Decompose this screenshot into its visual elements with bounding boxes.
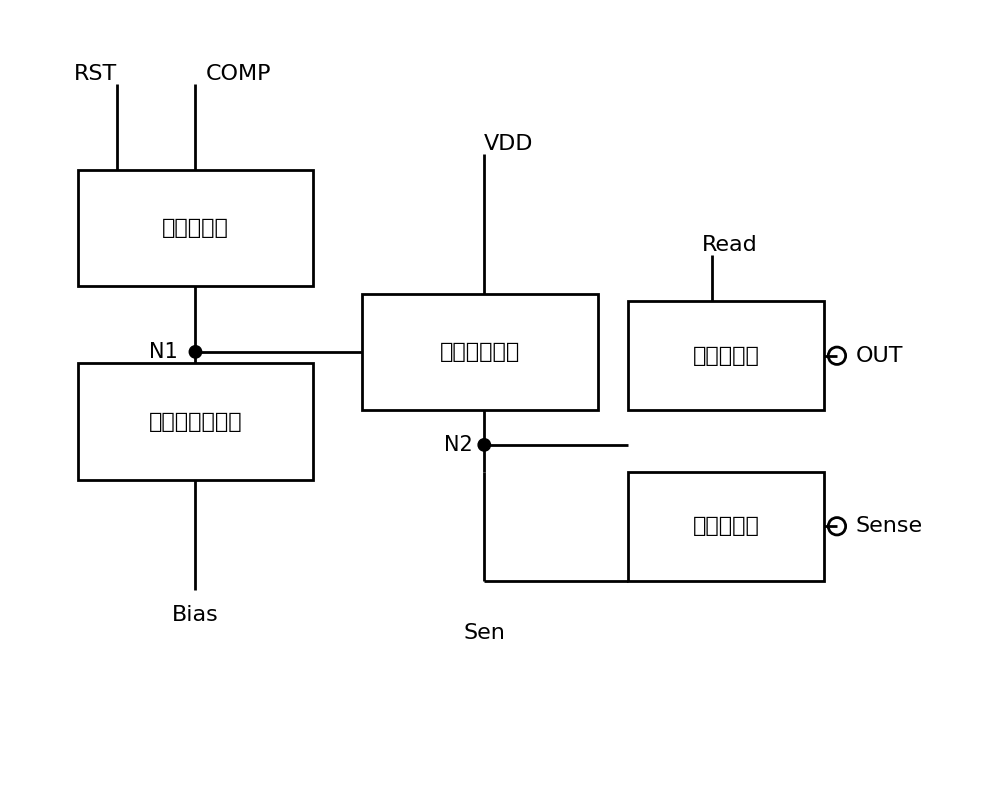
Bar [628,472,824,581]
Bar [628,301,824,410]
Bar [362,294,598,410]
Bar [78,170,313,286]
Text: Bias: Bias [172,605,219,626]
Circle shape [189,346,202,358]
Text: 源跟随子电路: 源跟随子电路 [440,342,520,362]
Text: 光电转换子电路: 光电转换子电路 [149,412,242,432]
Bar [78,364,313,480]
Text: RST: RST [74,65,117,84]
Text: 复位子电路: 复位子电路 [162,218,229,237]
Text: COMP: COMP [205,65,271,84]
Text: N1: N1 [149,342,178,362]
Circle shape [478,439,490,451]
Text: VDD: VDD [484,134,534,154]
Text: Sen: Sen [463,623,505,643]
Text: N2: N2 [444,435,472,455]
Text: Sense: Sense [856,516,923,537]
Text: 感测子电路: 感测子电路 [693,516,759,537]
Text: OUT: OUT [856,346,903,366]
Text: Read: Read [701,235,757,255]
Text: 读取子电路: 读取子电路 [693,346,759,366]
